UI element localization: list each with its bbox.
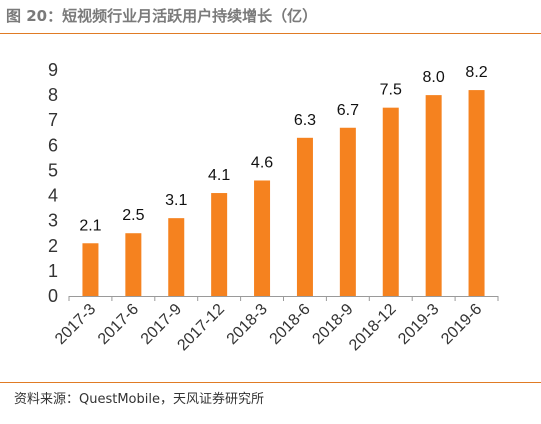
title-rule [0, 33, 541, 34]
figure-title: 图 20：短视频行业月活跃用户持续增长（亿） [6, 7, 318, 25]
y-tick-label: 3 [48, 211, 58, 231]
x-tick-label: 2017-6 [95, 301, 142, 348]
data-label: 2.5 [122, 207, 144, 224]
bar-series: 2.1 2.5 3.1 4.1 4.6 6.3 6.7 7.5 8.0 8.2 [79, 64, 488, 297]
bar [125, 233, 142, 296]
x-tick-label: 2017-3 [52, 301, 99, 348]
y-tick-label: 0 [48, 286, 58, 306]
y-tick-label: 2 [48, 236, 58, 256]
x-tick-label: 2017-12 [174, 301, 228, 355]
data-label: 4.6 [251, 154, 273, 171]
x-tick-label: 2019-6 [438, 301, 485, 348]
x-tick-label: 2018-12 [346, 301, 400, 355]
y-tick-label: 8 [48, 85, 58, 105]
x-tick-label: 2018-6 [267, 301, 314, 348]
source-rule [0, 382, 541, 383]
data-label: 2.1 [79, 217, 101, 234]
bar [168, 218, 185, 296]
y-tick-label: 4 [48, 186, 58, 206]
data-label: 8.0 [423, 69, 445, 86]
x-tick-label: 2019-3 [395, 301, 442, 348]
y-tick-label: 9 [48, 60, 58, 80]
bar-chart: 0 1 2 3 4 5 6 7 8 9 2.1 2.5 3.1 4.1 4.6 6.3 6.7 7.5 8.0 8.… [48, 60, 499, 355]
bar [82, 243, 99, 296]
bar [339, 127, 356, 296]
bar [296, 137, 313, 296]
source-note: 资料来源：QuestMobile，天风证券研究所 [14, 392, 264, 407]
y-tick-label: 5 [48, 160, 58, 180]
bar [211, 193, 228, 296]
y-axis: 0 1 2 3 4 5 6 7 8 9 [48, 60, 58, 306]
x-tick-label: 2018-3 [224, 301, 271, 348]
bar [468, 90, 485, 296]
data-label: 7.5 [380, 82, 402, 99]
data-label: 8.2 [465, 64, 487, 81]
bar [425, 95, 442, 296]
y-tick-label: 6 [48, 135, 58, 155]
data-label: 4.1 [208, 167, 230, 184]
bar [382, 107, 399, 297]
y-tick-label: 7 [48, 110, 58, 130]
data-label: 3.1 [165, 192, 187, 209]
x-axis: 2017-32017-62017-92017-122018-32018-6201… [52, 296, 499, 355]
bar [254, 180, 271, 296]
data-label: 6.3 [294, 112, 316, 129]
data-label: 6.7 [337, 102, 359, 119]
y-tick-label: 1 [48, 261, 58, 281]
